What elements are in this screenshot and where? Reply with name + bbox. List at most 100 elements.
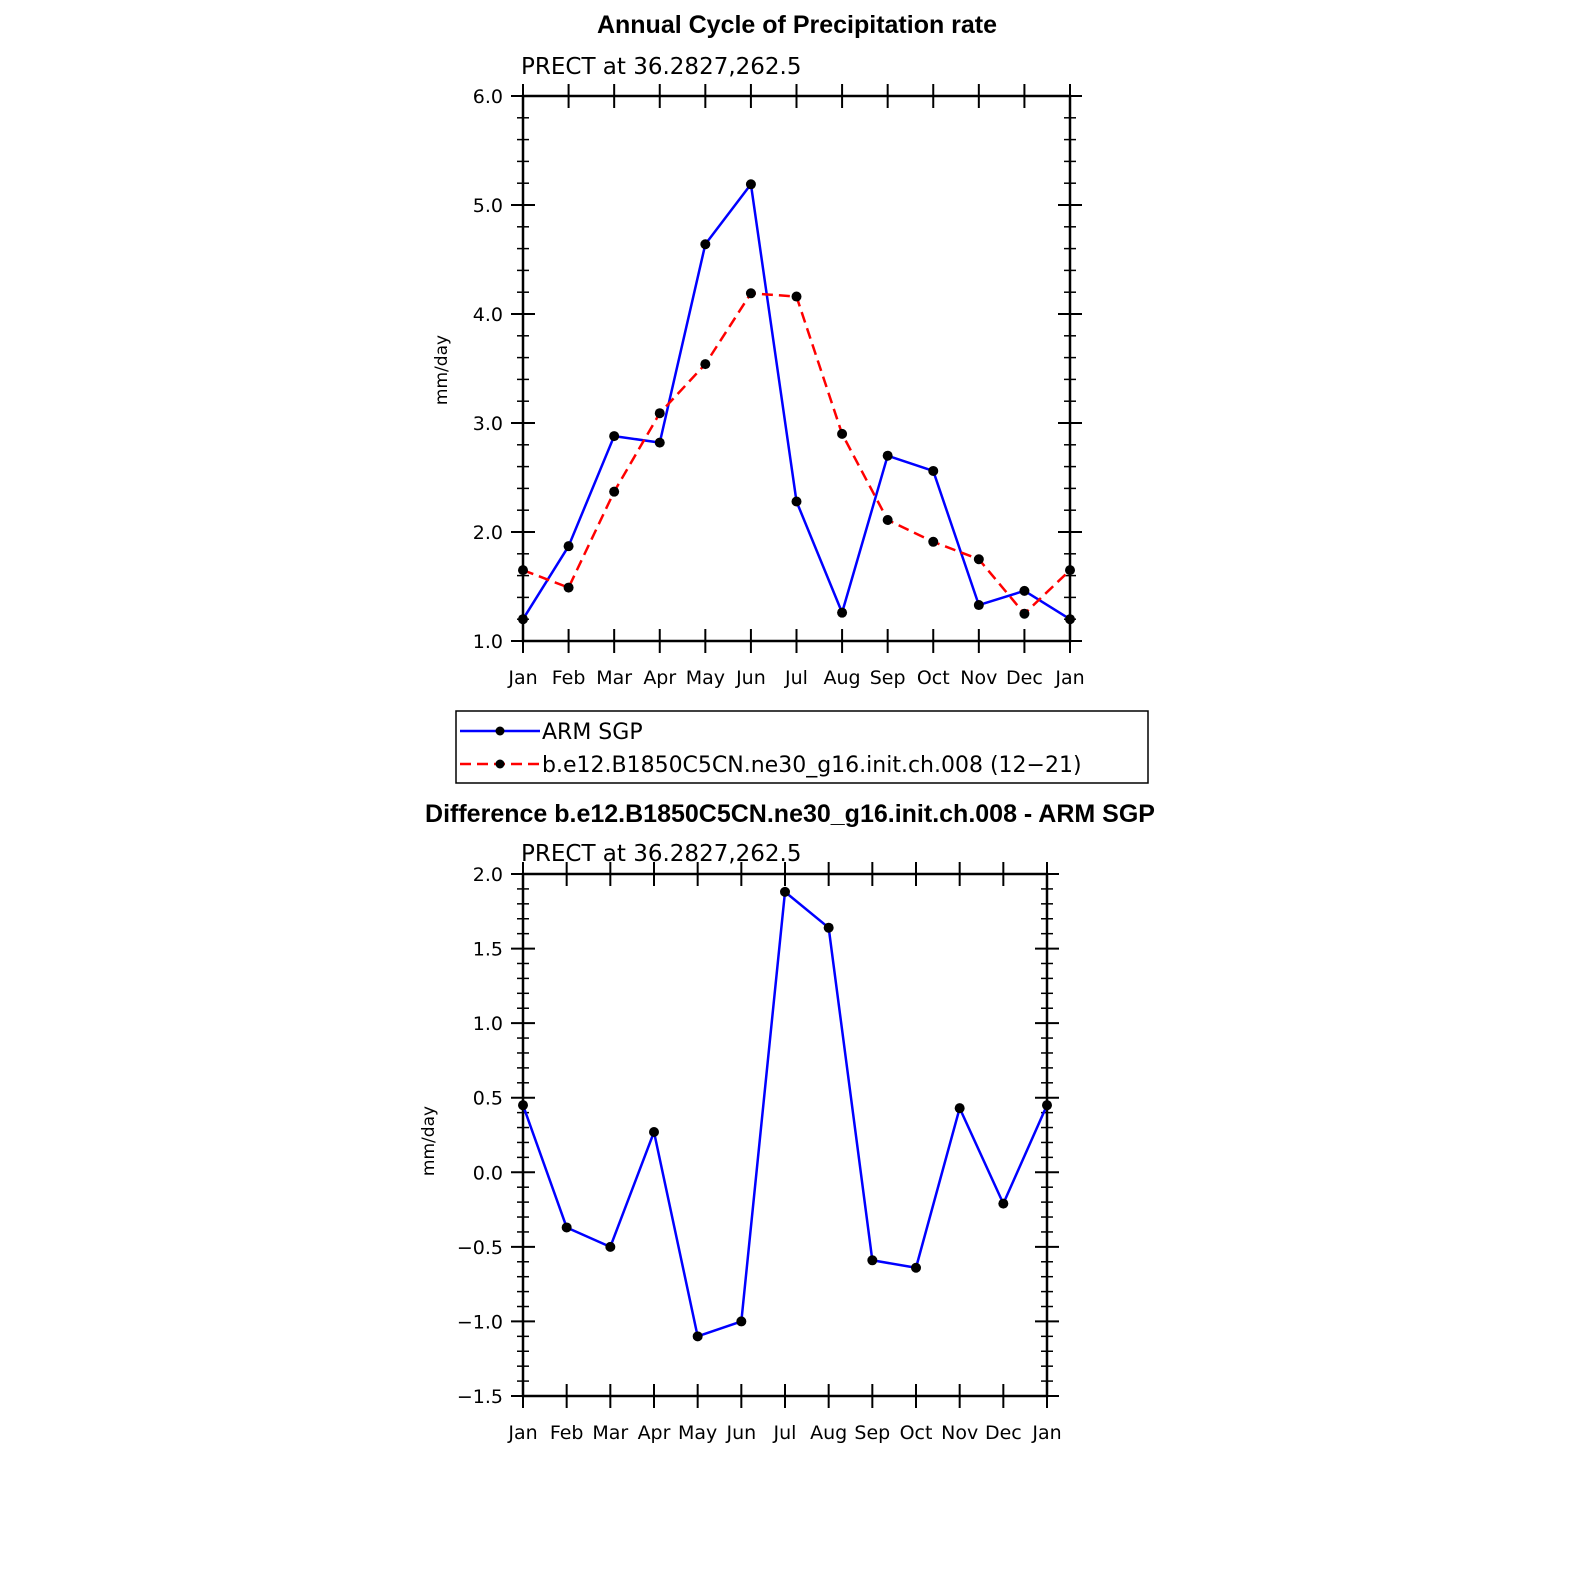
series-line-0 xyxy=(521,183,1071,621)
difference-y-axis-label: mm/day xyxy=(419,1106,439,1176)
difference-chart-subtitle: PRECT at 36.2827,262.5 xyxy=(521,841,802,867)
data-point-series-0 xyxy=(973,600,984,611)
x-tick-label: Nov xyxy=(960,667,997,689)
legend-marker-model xyxy=(495,759,505,769)
data-point-series-1 xyxy=(973,554,984,565)
plot-frame xyxy=(521,94,1072,643)
x-tick-label: Sep xyxy=(854,1422,890,1444)
data-point-series-0 xyxy=(609,431,620,442)
y-axis-label: mm/day xyxy=(432,335,452,405)
x-tick-label: Sep xyxy=(870,667,906,689)
y-tick-label: −1.5 xyxy=(457,1386,503,1408)
x-tick-label: Jan xyxy=(1031,1422,1061,1444)
data-point-series-0 xyxy=(867,1255,878,1266)
legend-box xyxy=(455,710,1149,784)
x-tick-label: Jul xyxy=(784,667,808,689)
data-point-series-0 xyxy=(837,607,848,618)
data-point-series-0 xyxy=(700,239,711,250)
data-point-series-0 xyxy=(928,465,939,476)
data-point-series-1 xyxy=(882,515,893,526)
y-tick-label: 4.0 xyxy=(473,304,503,326)
data-point-series-0 xyxy=(998,1198,1009,1209)
x-tick-label: Jan xyxy=(1054,667,1084,689)
x-tick-label: Apr xyxy=(638,1422,671,1444)
x-tick-label: Jun xyxy=(735,667,766,689)
y-tick-label: −0.5 xyxy=(457,1237,503,1259)
data-point-series-0 xyxy=(954,1103,965,1114)
x-tick-label: Feb xyxy=(552,667,586,689)
chart-title: Annual Cycle of Precipitation rate xyxy=(597,11,997,39)
x-tick-label: Jan xyxy=(507,1422,537,1444)
legend: ARM SGP b.e12.B1850C5CN.ne30_g16.init.ch… xyxy=(455,710,1149,784)
legend-label-model: b.e12.B1850C5CN.ne30_g16.init.ch.008 (12… xyxy=(542,753,1082,778)
data-point-series-0 xyxy=(692,1331,703,1342)
data-point-series-1 xyxy=(700,359,711,370)
data-point-series-0 xyxy=(823,922,834,933)
data-point-series-1 xyxy=(654,408,665,419)
y-tick-label: 2.0 xyxy=(473,522,503,544)
data-point-series-0 xyxy=(518,1100,528,1111)
data-point-series-1 xyxy=(1019,608,1030,619)
legend-label-arm-sgp: ARM SGP xyxy=(542,720,643,745)
plot-frame xyxy=(521,872,1049,1398)
difference-plot-area: −1.5 −1.0 −0.5 0.0 0.5 1.0 1.5 2.0 Jan Feb Mar Apr M… xyxy=(457,862,1062,1444)
data-point-series-0 xyxy=(745,179,756,190)
data-point-series-0 xyxy=(605,1241,616,1252)
x-tick-label: Feb xyxy=(550,1422,584,1444)
data-point-series-0 xyxy=(1042,1100,1052,1111)
x-tick-label: Mar xyxy=(596,667,632,689)
series-line-1 xyxy=(522,292,1071,615)
y-tick-label: 1.0 xyxy=(473,631,503,653)
data-point-series-0 xyxy=(882,450,893,461)
data-point-series-0 xyxy=(561,1222,572,1233)
legend-entry-model: b.e12.B1850C5CN.ne30_g16.init.ch.008 (12… xyxy=(460,753,1082,778)
y-tick-label: 2.0 xyxy=(473,864,503,886)
x-tick-label: Jun xyxy=(725,1422,756,1444)
x-tick-label: Oct xyxy=(917,667,950,689)
data-point-series-0 xyxy=(654,437,665,448)
difference-chart-title: Difference b.e12.B1850C5CN.ne30_g16.init… xyxy=(425,800,1155,828)
data-point-series-0 xyxy=(736,1316,747,1327)
x-tick-label: Oct xyxy=(900,1422,933,1444)
plot-area: 1.0 2.0 3.0 4.0 5.0 6.0 Jan Feb Mar Apr May Jun Jul A… xyxy=(473,84,1085,689)
y-tick-label: 3.0 xyxy=(473,413,503,435)
data-point-series-1 xyxy=(928,536,939,547)
x-tick-label: Mar xyxy=(592,1422,628,1444)
chart-subtitle: PRECT at 36.2827,262.5 xyxy=(521,54,802,80)
data-point-series-1 xyxy=(1065,565,1075,576)
x-tick-label: Jan xyxy=(507,667,537,689)
x-tick-label: Nov xyxy=(941,1422,978,1444)
x-tick-label: May xyxy=(686,667,725,689)
data-point-series-0 xyxy=(518,614,528,625)
legend-marker-arm-sgp xyxy=(495,726,505,736)
data-point-series-0 xyxy=(911,1262,921,1273)
y-tick-label: −1.0 xyxy=(457,1311,503,1333)
data-point-series-1 xyxy=(563,582,574,593)
y-tick-label: 0.5 xyxy=(473,1088,503,1110)
data-point-series-1 xyxy=(837,428,848,439)
precip-annual-cycle-chart: Annual Cycle of Precipitation rate PRECT… xyxy=(432,11,1085,689)
data-point-series-1 xyxy=(609,486,620,497)
data-point-series-0 xyxy=(780,886,790,897)
data-point-series-1 xyxy=(791,291,802,302)
data-point-series-0 xyxy=(563,541,574,552)
data-point-series-1 xyxy=(518,565,528,576)
data-point-series-0 xyxy=(1065,614,1075,625)
y-tick-label: 6.0 xyxy=(473,86,503,108)
series-line-0 xyxy=(521,890,1049,1338)
y-tick-label: 0.0 xyxy=(473,1162,503,1184)
difference-chart: Difference b.e12.B1850C5CN.ne30_g16.init… xyxy=(419,800,1155,1444)
x-tick-label: Dec xyxy=(1006,667,1043,689)
x-tick-label: May xyxy=(678,1422,717,1444)
data-point-series-0 xyxy=(649,1127,659,1138)
x-tick-label: Aug xyxy=(824,667,861,689)
y-tick-label: 1.5 xyxy=(473,939,503,961)
x-tick-label: Aug xyxy=(810,1422,847,1444)
x-tick-label: Dec xyxy=(985,1422,1022,1444)
y-tick-label: 5.0 xyxy=(473,195,503,217)
data-point-series-0 xyxy=(1019,585,1030,596)
x-tick-label: Jul xyxy=(773,1422,797,1444)
data-point-series-0 xyxy=(791,496,802,507)
y-tick-label: 1.0 xyxy=(473,1013,503,1035)
